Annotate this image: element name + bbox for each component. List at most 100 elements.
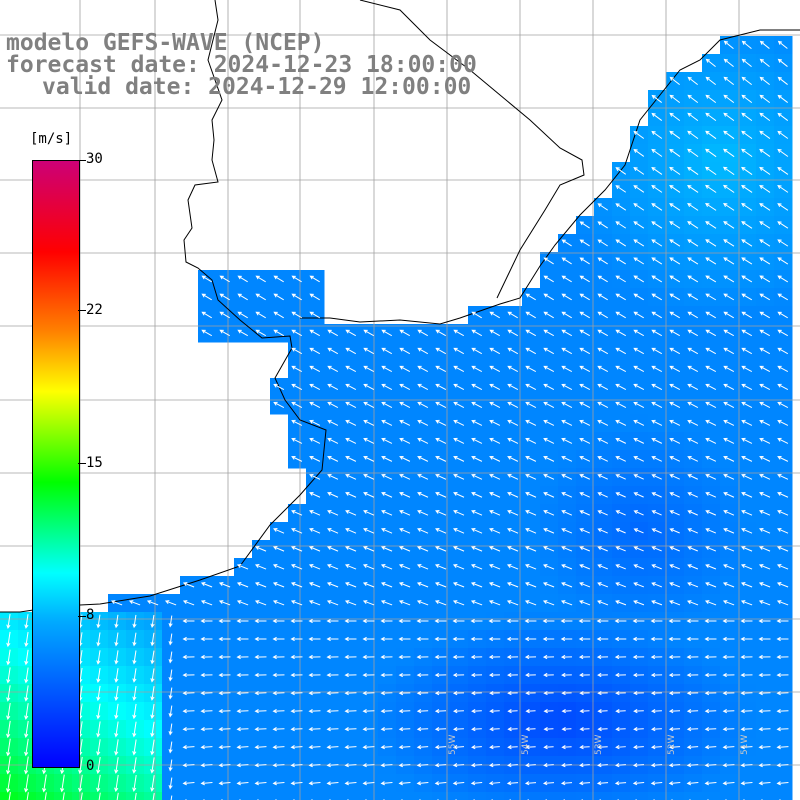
wind-arrow xyxy=(470,582,483,588)
wind-arrow xyxy=(633,311,644,319)
wind-arrow xyxy=(705,419,717,426)
wind-arrow xyxy=(290,564,303,570)
wind-arrow xyxy=(741,257,753,265)
wind-arrow xyxy=(758,582,771,588)
wind-arrow xyxy=(290,745,303,750)
wind-arrow xyxy=(272,654,285,660)
wind-arrow xyxy=(669,510,680,516)
wind-arrow xyxy=(723,564,735,570)
wind-arrow xyxy=(24,667,29,684)
wind-arrow xyxy=(452,600,465,606)
wind-arrow xyxy=(741,130,753,140)
wind-arrow xyxy=(272,546,285,552)
wind-arrow xyxy=(776,600,789,606)
wind-arrow xyxy=(651,437,663,444)
wind-arrow xyxy=(597,383,609,391)
wind-arrow xyxy=(471,401,483,408)
wind-arrow xyxy=(741,383,753,391)
wind-arrow xyxy=(326,745,339,750)
wind-arrow xyxy=(308,745,321,750)
wind-arrow xyxy=(651,221,663,229)
wind-arrow xyxy=(200,654,213,660)
wind-speed-cell xyxy=(738,792,757,800)
wind-arrow xyxy=(132,739,137,756)
colorbar-tick-mark xyxy=(78,616,86,617)
wind-arrow xyxy=(150,668,155,683)
wind-arrow xyxy=(543,510,555,516)
wind-arrow xyxy=(722,708,735,714)
wind-arrow xyxy=(578,618,591,624)
wind-arrow xyxy=(507,473,519,480)
wind-arrow xyxy=(434,600,447,606)
wind-arrow xyxy=(597,347,609,355)
wind-arrow xyxy=(740,600,753,606)
wind-arrow xyxy=(399,365,411,373)
wind-arrow xyxy=(525,383,537,391)
wind-arrow xyxy=(705,437,717,444)
wind-arrow xyxy=(8,792,11,800)
wind-arrow xyxy=(524,600,537,606)
wind-arrow xyxy=(633,239,645,247)
wind-arrow xyxy=(471,455,483,462)
wind-arrow xyxy=(182,672,195,678)
wind-arrow xyxy=(777,419,789,426)
wind-arrow xyxy=(452,672,465,678)
wind-arrow xyxy=(705,112,717,122)
wind-arrow xyxy=(24,631,29,648)
wind-arrow xyxy=(615,365,627,373)
wind-arrow xyxy=(669,419,681,426)
wind-arrow xyxy=(633,293,644,301)
wind-arrow xyxy=(669,184,681,193)
wind-arrow xyxy=(417,455,429,462)
wind-arrow xyxy=(488,654,501,660)
wind-arrow xyxy=(362,690,375,696)
wind-arrow xyxy=(651,582,663,588)
wind-arrow xyxy=(488,582,501,588)
wind-arrow xyxy=(381,419,393,426)
wind-arrow xyxy=(506,636,519,642)
wind-arrow xyxy=(272,582,285,588)
wind-arrow xyxy=(723,148,735,158)
wind-arrow xyxy=(668,672,681,678)
wind-arrow xyxy=(380,672,393,678)
wind-arrow xyxy=(327,419,339,426)
wind-arrow xyxy=(705,455,717,462)
wind-speed-cell xyxy=(342,792,361,800)
wind-arrow xyxy=(471,745,482,750)
wind-arrow xyxy=(777,401,789,408)
wind-arrow xyxy=(471,473,483,480)
wind-arrow xyxy=(669,76,680,85)
wind-arrow xyxy=(146,600,159,606)
wind-arrow xyxy=(345,419,357,426)
wind-arrow xyxy=(650,781,663,786)
wind-arrow xyxy=(471,491,483,498)
wind-arrow xyxy=(543,528,555,534)
wind-arrow xyxy=(290,600,303,606)
wind-arrow xyxy=(669,311,680,319)
wind-arrow xyxy=(561,347,573,355)
wind-arrow xyxy=(291,329,303,337)
wind-arrow xyxy=(722,727,735,732)
wind-arrow xyxy=(722,600,735,606)
wind-arrow xyxy=(42,774,47,793)
wind-arrow xyxy=(290,727,303,732)
wind-arrow xyxy=(686,708,699,714)
wind-speed-cell xyxy=(774,792,793,800)
wind-arrow xyxy=(687,582,699,588)
wind-arrow xyxy=(579,239,590,247)
wind-arrow xyxy=(777,185,789,193)
wind-arrow xyxy=(740,582,753,588)
wind-arrow xyxy=(398,546,411,552)
wind-arrow xyxy=(704,672,717,678)
wind-arrow xyxy=(344,600,357,606)
wind-arrow xyxy=(705,184,717,193)
wind-arrow xyxy=(507,437,519,444)
wind-arrow xyxy=(668,781,681,786)
wind-arrow xyxy=(435,419,447,426)
wind-arrow xyxy=(6,720,11,739)
wind-arrow xyxy=(327,455,339,462)
wind-speed-cell xyxy=(612,792,631,800)
wind-arrow xyxy=(651,185,663,193)
wind-arrow xyxy=(669,401,681,408)
wind-arrow xyxy=(434,763,447,768)
